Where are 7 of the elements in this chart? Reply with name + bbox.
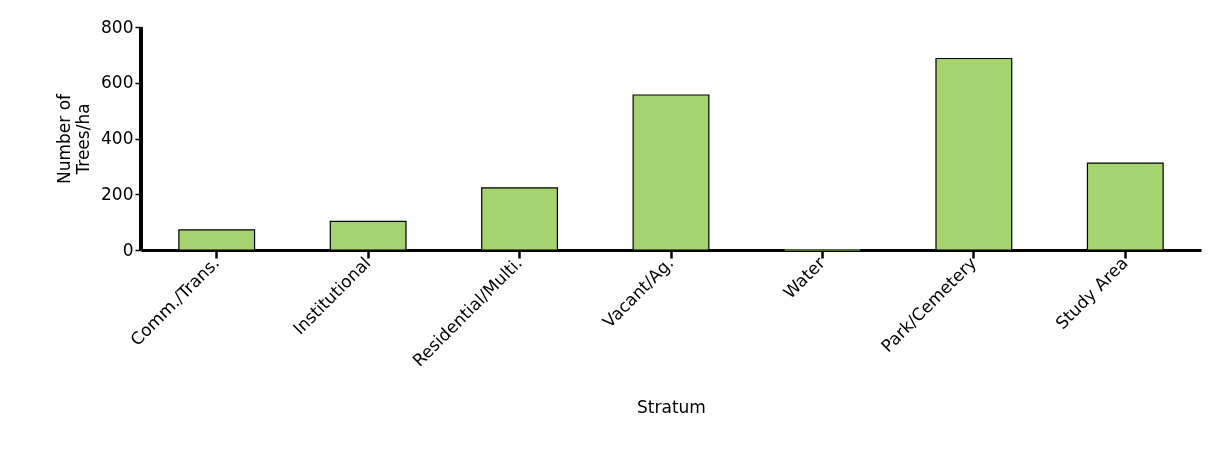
x-axis-title: Stratum — [637, 396, 706, 417]
y-tick-label: 200 — [101, 183, 134, 204]
y-tick-label: 0 — [122, 239, 134, 260]
y-tick-label: 600 — [101, 72, 134, 93]
y-tick-label: 800 — [101, 16, 134, 37]
y-tick-label: 400 — [101, 128, 134, 148]
y-axis-title: Number of Trees/ha — [54, 92, 94, 185]
